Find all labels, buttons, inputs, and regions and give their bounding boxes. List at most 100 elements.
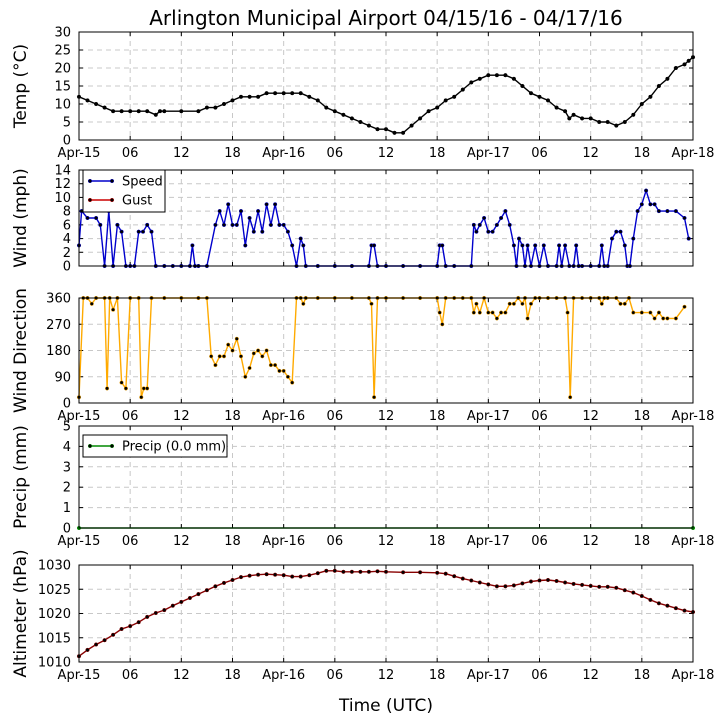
- data-point: [247, 94, 252, 99]
- data-point: [196, 109, 201, 114]
- data-point: [281, 91, 286, 96]
- data-point: [631, 310, 636, 315]
- y-tick-label: 1010: [38, 656, 71, 671]
- data-point: [383, 127, 389, 132]
- data-point: [119, 380, 124, 385]
- data-point: [622, 119, 627, 125]
- data-point: [648, 597, 653, 602]
- data-point: [597, 119, 602, 125]
- x-tick-label: 18: [429, 409, 446, 424]
- data-point: [105, 386, 110, 391]
- data-point: [290, 91, 295, 96]
- data-point: [568, 395, 573, 400]
- data-point: [94, 642, 99, 647]
- data-point: [554, 578, 559, 584]
- x-tick-label: 06: [531, 534, 548, 549]
- data-point: [418, 116, 423, 121]
- x-tick-label: 06: [327, 146, 344, 161]
- y-tick-label: 12: [54, 177, 71, 192]
- data-point: [111, 109, 116, 114]
- data-point: [503, 310, 508, 315]
- data-point: [635, 209, 640, 214]
- x-tick-label: 12: [173, 409, 190, 424]
- panel-2: 0 90 180 270 360 Apr-15 06 12 18 Apr-16 06 12 18 Apr-…: [11, 288, 714, 424]
- x-tick-label: 06: [122, 409, 139, 424]
- data-point: [486, 229, 491, 234]
- data-point: [618, 301, 623, 306]
- x-tick-label: 06: [122, 146, 139, 161]
- data-point: [469, 80, 474, 85]
- data-point: [437, 310, 442, 315]
- data-point: [277, 368, 282, 373]
- data-point: [256, 94, 261, 99]
- series-line: [78, 570, 694, 657]
- data-point: [187, 595, 192, 601]
- y-tick-label: 1020: [38, 607, 71, 622]
- data-point: [686, 236, 691, 241]
- data-point: [525, 316, 530, 321]
- y-axis-label: Wind (mph): [11, 168, 31, 268]
- y-tick-label: 8: [63, 205, 71, 220]
- y-axis-label: Temp (°C): [11, 44, 31, 129]
- x-tick-label: Apr-18: [672, 534, 715, 549]
- data-point: [499, 215, 504, 221]
- data-point: [273, 363, 278, 368]
- data-point: [213, 105, 218, 110]
- y-tick-label: 15: [54, 80, 71, 95]
- data-point: [486, 73, 491, 78]
- x-tick-label: Apr-17: [467, 534, 510, 549]
- data-point: [285, 374, 290, 379]
- data-point: [221, 222, 227, 227]
- x-tick-label: Apr-18: [672, 146, 715, 161]
- data-point: [537, 578, 542, 583]
- data-point: [533, 243, 538, 248]
- data-point: [435, 570, 440, 575]
- data-point: [503, 209, 508, 214]
- data-point: [243, 243, 248, 248]
- data-point: [251, 229, 256, 234]
- data-point: [85, 215, 90, 221]
- x-tick-label: 12: [582, 668, 599, 683]
- legend-marker: [109, 178, 115, 184]
- data-point: [661, 316, 666, 321]
- data-point: [401, 130, 406, 135]
- data-point: [494, 222, 499, 227]
- data-point: [341, 569, 346, 574]
- data-point: [140, 229, 146, 234]
- data-point: [349, 569, 354, 574]
- data-point: [482, 215, 487, 221]
- data-point: [196, 592, 201, 597]
- x-tick-label: Apr-17: [467, 146, 510, 161]
- legend: Precip (0.0 mm): [82, 434, 228, 458]
- data-point: [136, 229, 141, 234]
- data-point: [494, 316, 499, 321]
- data-point: [588, 583, 593, 588]
- x-tick-label: Apr-15: [58, 146, 101, 161]
- data-point: [477, 310, 482, 315]
- x-tick-label: Apr-16: [262, 146, 305, 161]
- data-point: [665, 209, 670, 214]
- data-point: [469, 578, 474, 583]
- data-point: [435, 105, 440, 110]
- x-tick-label: 18: [634, 668, 651, 683]
- data-point: [89, 301, 94, 306]
- x-tick-label: 18: [429, 534, 446, 549]
- y-axis-label: Wind Direction: [11, 288, 31, 413]
- x-tick-label: 12: [582, 146, 599, 161]
- y-tick-label: 4: [63, 440, 71, 455]
- data-point: [372, 243, 377, 248]
- data-point: [565, 310, 570, 315]
- figure-title: Arlington Municipal Airport 04/15/16 - 0…: [149, 6, 622, 30]
- x-tick-label: 12: [582, 534, 599, 549]
- y-tick-label: 180: [46, 344, 71, 359]
- data-point: [528, 301, 534, 306]
- data-point: [162, 109, 167, 114]
- data-point: [115, 222, 120, 227]
- data-point: [644, 188, 649, 193]
- y-tick-label: 6: [63, 218, 71, 233]
- legend-marker: [87, 197, 93, 203]
- data-point: [605, 119, 610, 125]
- data-point: [622, 243, 627, 248]
- data-point: [290, 574, 295, 579]
- data-point: [503, 73, 508, 78]
